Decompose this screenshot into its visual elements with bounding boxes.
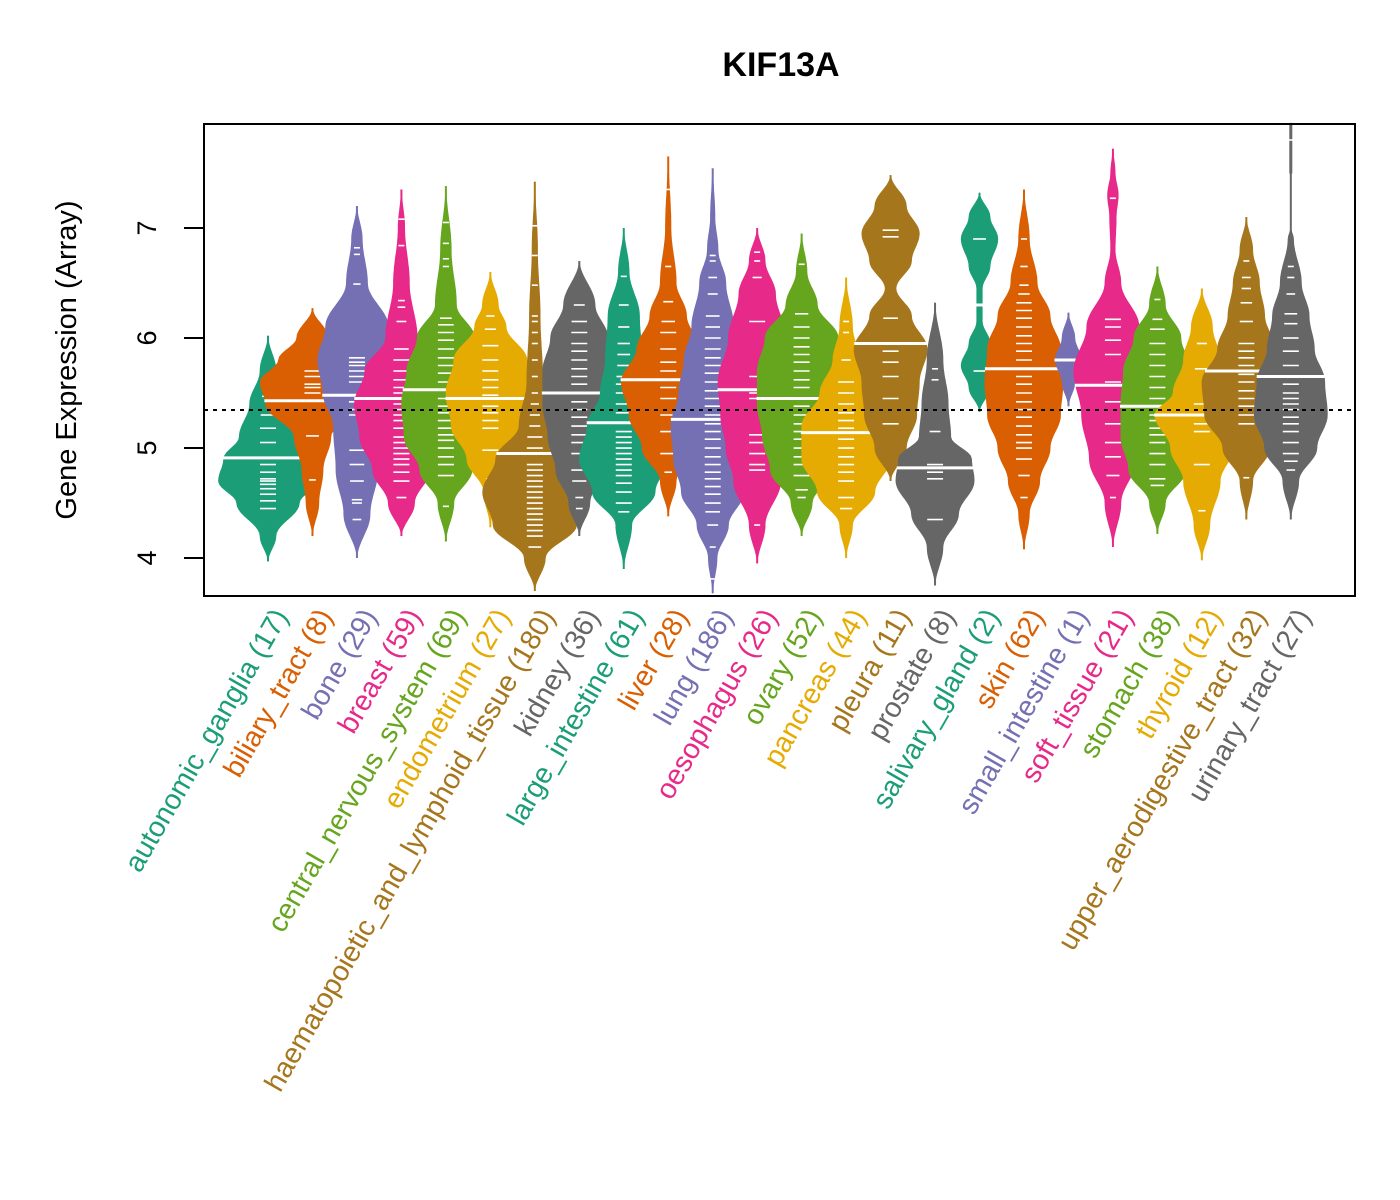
x-tick-count: (27) (1260, 603, 1317, 670)
violin-haematopoietic-and-lymphoid-tissue (482, 181, 588, 592)
violin-body (895, 302, 975, 586)
x-axis-labels: autonomic_ganglia (17)biliary_tract (8)b… (118, 603, 1317, 1096)
violin-body (853, 175, 928, 482)
violin-stomach (1120, 266, 1195, 534)
violins-layer (218, 122, 1328, 594)
y-tick-label: 7 (132, 220, 162, 235)
y-axis-label: Gene Expression (Array) (51, 200, 83, 519)
y-tick-label: 6 (132, 330, 162, 345)
violin-skin (984, 189, 1064, 550)
violin-pleura (853, 175, 928, 482)
y-axis: 4 5 6 7 (132, 220, 205, 566)
chart-title: KIF13A (722, 46, 839, 84)
violin-prostate (895, 302, 975, 586)
y-tick-label: 4 (132, 551, 162, 566)
y-tick-label: 5 (132, 441, 162, 456)
